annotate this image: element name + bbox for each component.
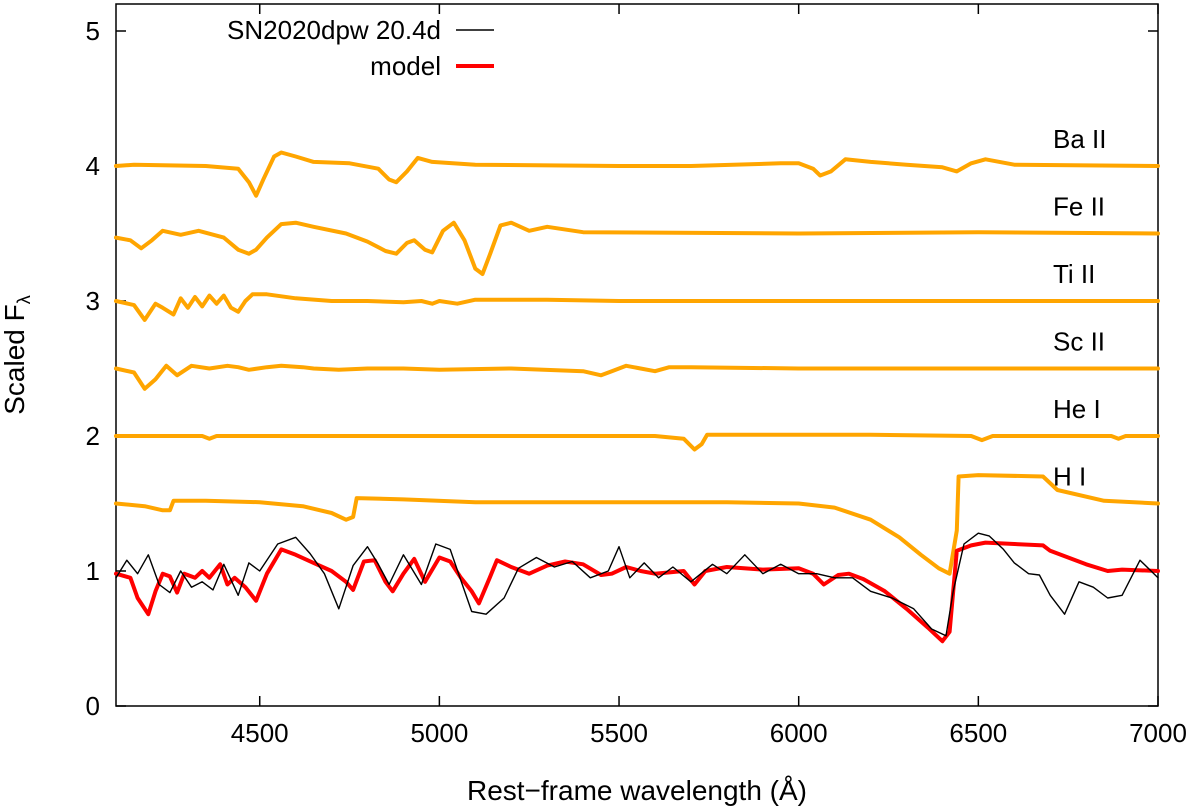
x-tick-label: 6000 [770, 718, 828, 748]
y-tick-label: 3 [86, 286, 100, 316]
series-label-h: H I [1053, 462, 1086, 492]
plot-frame [115, 3, 1159, 707]
series-line-sc [114, 363, 1160, 391]
legend-label-model: model [370, 51, 441, 81]
series-label-sc: Sc II [1053, 327, 1105, 357]
series-label-fe: Fe II [1053, 192, 1105, 222]
y-tick-label: 0 [86, 691, 100, 721]
series-label-he: He I [1053, 394, 1101, 424]
x-tick-label: 5000 [410, 718, 468, 748]
series-label-ti: Ti II [1053, 259, 1095, 289]
y-tick-label: 4 [86, 151, 100, 181]
x-tick-label: 4500 [231, 718, 289, 748]
y-tick-label: 1 [86, 556, 100, 586]
x-axis-title: Rest−frame wavelength (Å) [467, 775, 807, 806]
x-tick-label: 6500 [949, 718, 1007, 748]
series-line-model [114, 540, 1160, 644]
x-ticks: 4500 5000 5500 6000 6500 7000 [231, 4, 1187, 748]
series-lines [114, 150, 1160, 644]
series-line-h [114, 473, 1160, 576]
series-labels: Ba II Fe II Ti II Sc II He I H I [1053, 124, 1106, 492]
y-tick-label: 5 [86, 16, 100, 46]
series-line-fe [114, 220, 1160, 276]
legend-label-observed: SN2020dpw 20.4d [227, 15, 441, 45]
x-tick-label: 5500 [590, 718, 648, 748]
y-axis-title: Scaled Fλ [0, 295, 34, 415]
legend: SN2020dpw 20.4d model [227, 15, 494, 81]
series-line-observed [115, 532, 1159, 637]
x-tick-label: 7000 [1129, 718, 1187, 748]
series-label-ba: Ba II [1053, 124, 1106, 154]
y-tick-label: 2 [86, 421, 100, 451]
series-line-ba [114, 150, 1160, 198]
y-axis-title-sub: λ [14, 295, 34, 304]
series-line-he [114, 432, 1160, 452]
series-line-ti [114, 292, 1160, 322]
y-axis-title-main: Scaled F [0, 304, 30, 415]
